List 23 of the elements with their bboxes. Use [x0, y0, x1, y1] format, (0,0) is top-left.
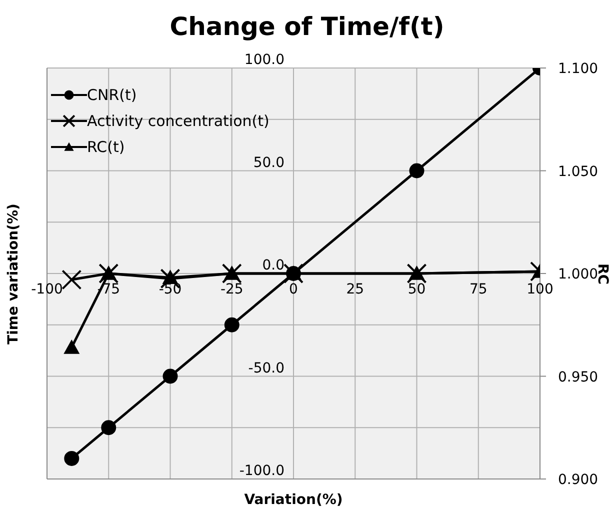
y-tick-label: 0.0 — [262, 258, 284, 274]
x-axis-title: Variation(%) — [243, 492, 344, 508]
chart-title: Change of Time/f(t) — [168, 12, 446, 41]
x-tick-label: -100 — [31, 282, 63, 298]
y-tick-label: 50.0 — [253, 154, 284, 171]
legend-label: Activity concentration(t) — [87, 112, 270, 130]
x-tick-label: 50 — [408, 282, 426, 298]
legend-label: RC(t) — [87, 138, 125, 156]
x-tick-label: 0 — [289, 282, 298, 298]
y2-tick-label: 0.950 — [558, 369, 598, 386]
y-tick-label: -50.0 — [248, 360, 284, 376]
legend-label: CNR(t) — [87, 86, 137, 104]
y2-tick-label: 1.000 — [558, 266, 598, 282]
x-tick-label: -25 — [220, 282, 244, 298]
x-tick-label: 75 — [469, 282, 488, 298]
y-tick-label: 100.0 — [244, 52, 284, 68]
y-axis-title: Time variation(%) — [5, 203, 21, 344]
y2-tick-label: 1.050 — [558, 164, 598, 180]
y2-tick-label: 0.900 — [558, 472, 598, 488]
y-tick-label: -100.0 — [239, 463, 284, 479]
x-tick-label: 25 — [346, 282, 364, 298]
y2-tick-label: 1.100 — [558, 61, 598, 77]
x-tick-label: 100 — [526, 282, 554, 298]
